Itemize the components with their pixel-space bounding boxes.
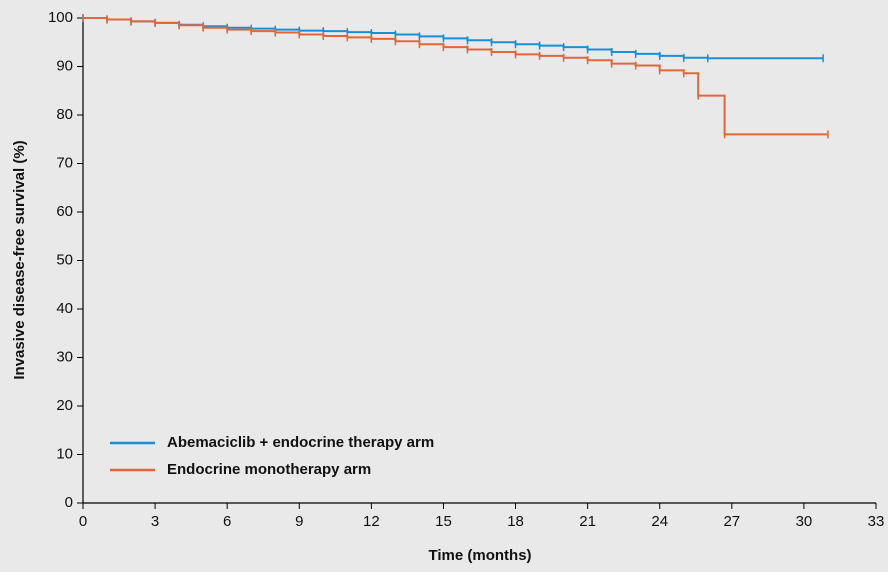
legend-label: Abemaciclib + endocrine therapy arm	[167, 434, 434, 451]
x-tick-label: 24	[651, 513, 668, 530]
x-tick-label: 6	[223, 513, 231, 530]
x-tick-label: 9	[295, 513, 303, 530]
y-tick-label: 70	[56, 154, 73, 171]
legend-label: Endocrine monotherapy arm	[167, 461, 371, 478]
x-tick-label: 12	[363, 513, 380, 530]
y-axis-title: Invasive disease-free survival (%)	[11, 140, 28, 379]
x-tick-label: 0	[79, 513, 87, 530]
x-tick-label: 30	[796, 513, 813, 530]
x-tick-label: 21	[579, 513, 596, 530]
y-tick-label: 100	[48, 9, 73, 26]
y-tick-label: 10	[56, 445, 73, 462]
x-tick-label: 33	[868, 513, 885, 530]
y-tick-label: 90	[56, 57, 73, 74]
y-tick-label: 60	[56, 203, 73, 220]
x-tick-label: 15	[435, 513, 452, 530]
y-tick-label: 40	[56, 300, 73, 317]
y-tick-label: 80	[56, 106, 73, 123]
y-tick-label: 20	[56, 397, 73, 414]
x-tick-label: 27	[723, 513, 740, 530]
y-tick-label: 50	[56, 251, 73, 268]
y-tick-label: 30	[56, 348, 73, 365]
y-tick-label: 0	[65, 494, 73, 511]
x-tick-label: 3	[151, 513, 159, 530]
x-axis-title: Time (months)	[428, 547, 531, 564]
x-tick-label: 18	[507, 513, 524, 530]
